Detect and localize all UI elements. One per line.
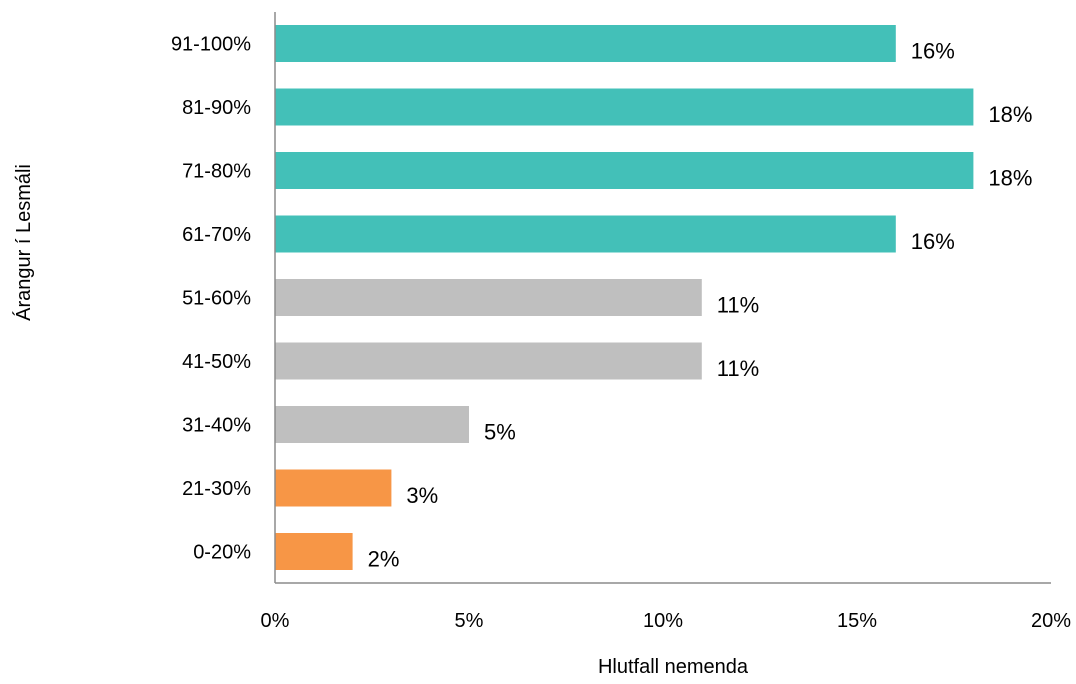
bar-21-30% bbox=[275, 469, 392, 507]
category-label-21-30%: 21-30% bbox=[182, 478, 251, 500]
category-label-51-60%: 51-60% bbox=[182, 288, 251, 310]
bar-71-80% bbox=[275, 152, 974, 189]
category-label-71-80%: 71-80% bbox=[182, 161, 251, 183]
category-label-61-70%: 61-70% bbox=[182, 224, 251, 246]
y-axis-title: Árangur í Lesmáli bbox=[12, 164, 35, 321]
category-label-0-20%: 0-20% bbox=[193, 542, 251, 564]
category-label-41-50%: 41-50% bbox=[182, 351, 251, 373]
category-label-81-90%: 81-90% bbox=[182, 97, 251, 119]
data-label-21-30%: 3% bbox=[406, 483, 438, 508]
x-tick-label-10: 10% bbox=[643, 610, 683, 632]
category-label-31-40%: 31-40% bbox=[182, 415, 251, 437]
bar-51-60% bbox=[275, 279, 702, 316]
data-label-0-20%: 2% bbox=[368, 547, 400, 572]
axes-group bbox=[274, 12, 1051, 584]
data-label-81-90%: 18% bbox=[988, 102, 1032, 127]
category-labels-group: 91-100% 81-90% 71-80% 61-70% 51-60% 41-50% 31-… bbox=[171, 34, 251, 564]
bar-0-20% bbox=[275, 533, 353, 570]
x-tick-label-0: 0% bbox=[261, 610, 290, 632]
data-labels-group: 16% 18% 18% 16% 11% 11% 5% 3% 2% bbox=[368, 39, 1033, 572]
bar-41-50% bbox=[275, 342, 702, 380]
x-tick-label-5: 5% bbox=[455, 610, 484, 632]
x-tick-label-20: 20% bbox=[1031, 610, 1071, 632]
x-axis-title: Hlutfall nemenda bbox=[598, 656, 749, 678]
data-label-71-80%: 18% bbox=[988, 166, 1032, 191]
bars-group bbox=[275, 25, 974, 570]
data-label-41-50%: 11% bbox=[717, 356, 759, 381]
bar-91-100% bbox=[275, 25, 896, 62]
category-label-91-100%: 91-100% bbox=[171, 34, 251, 56]
x-tick-labels-group: 0% 5% 10% 15% 20% bbox=[261, 610, 1072, 632]
bar-81-90% bbox=[275, 88, 974, 126]
x-tick-label-15: 15% bbox=[837, 610, 877, 632]
data-label-91-100%: 16% bbox=[911, 39, 955, 64]
bar-31-40% bbox=[275, 406, 469, 443]
data-label-31-40%: 5% bbox=[484, 420, 516, 445]
bar-61-70% bbox=[275, 215, 896, 253]
data-label-61-70%: 16% bbox=[911, 229, 955, 254]
data-label-51-60%: 11% bbox=[717, 293, 759, 318]
